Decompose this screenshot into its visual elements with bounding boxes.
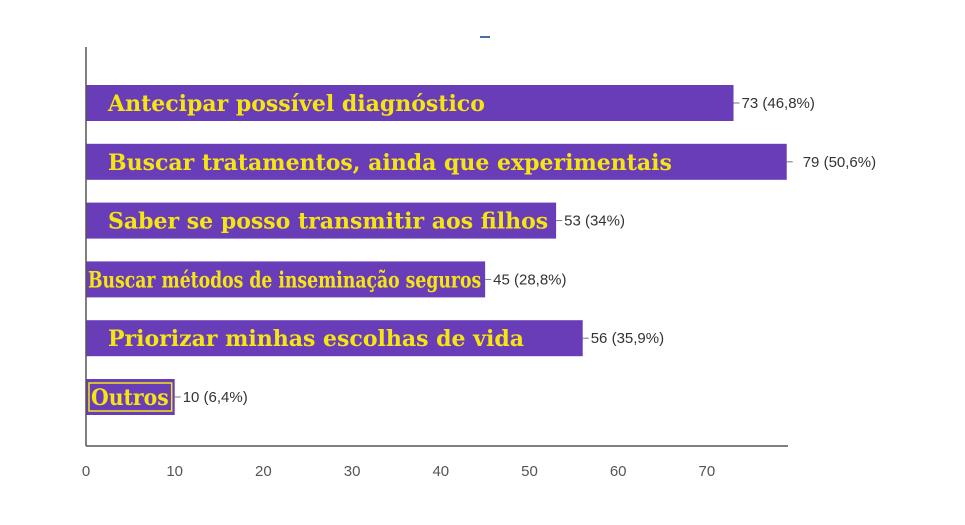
value-label: 73 (46,8%): [742, 95, 815, 112]
category-label: Outros: [91, 385, 169, 411]
x-tick-label: 0: [82, 463, 90, 480]
category-label: Saber se posso transmitir aos filhos: [108, 209, 548, 235]
x-tick-label: 30: [344, 463, 361, 480]
category-label: Buscar tratamentos, ainda que experiment…: [108, 150, 672, 176]
category-label-frame: [88, 382, 173, 412]
x-tick-labels: 0 10 20 30 40 50 60 70: [82, 463, 715, 480]
x-tick-label: 40: [432, 463, 449, 480]
value-label: 79 (50,6%): [803, 154, 876, 171]
bar-2: [86, 202, 557, 239]
value-label: 56 (35,9%): [591, 330, 664, 347]
bar-1: [86, 143, 787, 180]
category-label: Buscar métodos de inseminação seguros: [88, 267, 481, 293]
x-tick-label: 10: [166, 463, 183, 480]
value-label: 45 (28,8%): [493, 271, 566, 288]
x-tick-label: 60: [610, 463, 627, 480]
x-tick-label: 50: [521, 463, 538, 480]
bar-3: [86, 261, 486, 298]
bar-4: [86, 320, 583, 357]
category-label: Antecipar possível diagnóstico: [107, 91, 485, 117]
x-tick-label: 20: [255, 463, 272, 480]
x-tick-label: 70: [699, 463, 716, 480]
value-label: 53 (34%): [564, 213, 625, 230]
bar-0: [86, 85, 734, 121]
value-label: 10 (6,4%): [183, 389, 248, 406]
bar-5: [86, 379, 175, 415]
category-label: Priorizar minhas escolhas de vida: [108, 326, 524, 352]
bars-layer: 73 (46,8%) Antecipar possível diagnóstico…: [86, 85, 876, 415]
